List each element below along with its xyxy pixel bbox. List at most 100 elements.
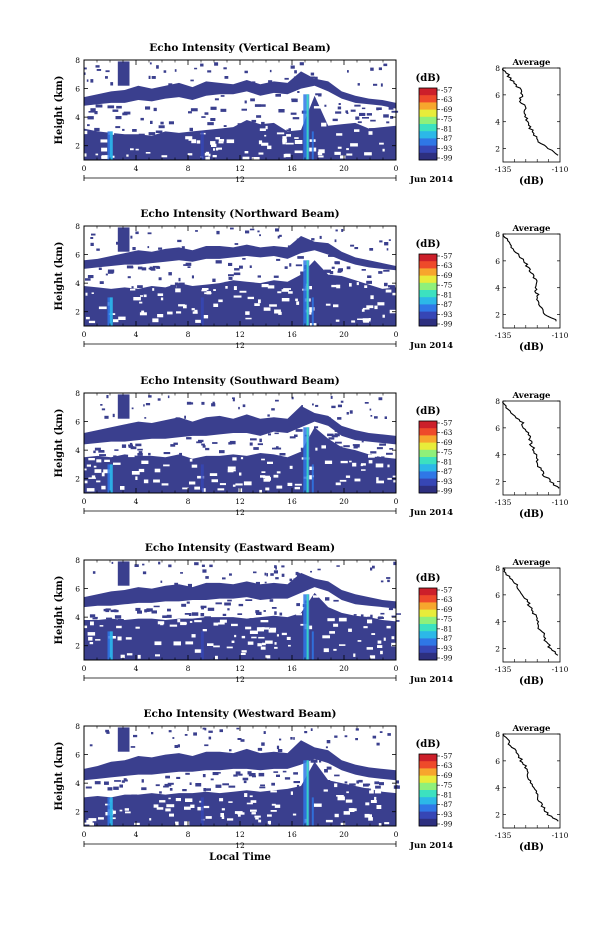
colorbar-segment	[419, 297, 437, 305]
average-y-tick-label: 4	[495, 618, 500, 627]
echo-block	[117, 227, 130, 252]
speckle-texture	[84, 61, 399, 161]
colorbar-segment	[419, 768, 437, 776]
x-tick-label: 16	[287, 497, 297, 506]
average-x-tick-label: -110	[552, 331, 569, 340]
rain-streak	[200, 797, 204, 826]
rain-streak	[306, 260, 309, 326]
x-tick-label: 12	[235, 830, 245, 839]
x-tick-label: 4	[134, 330, 139, 339]
average-x-tick-label: -110	[552, 665, 569, 674]
date-center-label: 12	[235, 508, 245, 517]
rain-streak	[109, 631, 113, 660]
colorbar-segment	[419, 485, 437, 494]
colorbar-segment	[419, 609, 437, 618]
rain-streak	[200, 631, 204, 660]
colorbar-tick-label: -69	[441, 106, 452, 114]
average-x-tick-label: -135	[495, 498, 512, 507]
colorbar-segment	[419, 268, 437, 276]
echo-layer-lower	[84, 427, 396, 493]
panel-title: Echo Intensity (Vertical Beam)	[149, 42, 330, 54]
y-tick-label: 4	[75, 279, 80, 288]
colorbar-segment	[419, 464, 437, 472]
x-tick-label: 0	[82, 330, 87, 339]
panel-3: Echo Intensity (Eastward Beam) Height (km…	[54, 542, 569, 687]
y-tick-label: 8	[75, 389, 80, 398]
x-tick-label: 16	[287, 330, 297, 339]
rain-streak	[109, 797, 113, 826]
colorbar-segment	[419, 645, 437, 654]
y-tick-label: 6	[75, 585, 80, 594]
colorbar-segment	[419, 421, 437, 429]
x-tick-label: 0	[394, 664, 399, 673]
x-tick-label: 0	[394, 330, 399, 339]
panel-1: Echo Intensity (Northward Beam) Height (k…	[54, 208, 569, 353]
average-y-tick-label: 2	[495, 145, 500, 154]
average-x-tick-label: -110	[552, 165, 569, 174]
y-tick-label: 2	[75, 475, 80, 484]
colorbar-tick-label: -63	[441, 762, 452, 770]
colorbar-frame	[418, 587, 438, 661]
y-axis-label: Height (km)	[54, 409, 65, 478]
date-center-label: 12	[235, 675, 245, 684]
x-tick-label: 20	[339, 664, 349, 673]
average-frame	[502, 233, 561, 329]
rain-streak	[303, 594, 310, 660]
x-tick-label: 12	[235, 330, 245, 339]
colorbar-tick-label: -99	[441, 821, 452, 829]
x-tick-label: 0	[82, 497, 87, 506]
average-title: Average	[512, 224, 552, 234]
x-tick-label: 0	[394, 164, 399, 173]
average-y-tick-label: 6	[495, 591, 500, 600]
echo-layer-upper	[84, 405, 396, 445]
date-label: Jun 2014	[409, 508, 453, 518]
average-x-tick-label: -110	[552, 831, 569, 840]
average-y-tick-label: 2	[495, 478, 500, 487]
colorbar-segment	[419, 435, 437, 443]
colorbar-tick-label: -75	[441, 282, 452, 290]
echo-block	[117, 394, 130, 419]
y-tick-label: 6	[75, 85, 80, 94]
colorbar-tick-label: -81	[441, 125, 452, 133]
colorbar-segment	[419, 428, 437, 436]
y-tick-label: 8	[75, 722, 80, 731]
colorbar-frame	[418, 420, 438, 494]
rain-streak	[200, 464, 204, 493]
rain-streak	[311, 631, 314, 660]
colorbar-tick-label: -75	[441, 116, 452, 124]
panel-title: Echo Intensity (Eastward Beam)	[145, 542, 335, 554]
y-axis-label: Height (km)	[54, 742, 65, 811]
colorbar-unit: (dB)	[416, 573, 441, 584]
colorbar-tick-label: -93	[441, 811, 452, 819]
colorbar-segment	[419, 602, 437, 610]
colorbar-segment	[419, 254, 437, 262]
colorbar-segment	[419, 95, 437, 103]
speckle-texture	[84, 394, 399, 493]
average-y-tick-label: 2	[495, 811, 500, 820]
average-y-tick-label: 6	[495, 257, 500, 266]
date-label: Jun 2014	[409, 841, 453, 851]
echo-layer-lower	[84, 761, 396, 826]
colorbar-tick-label: -87	[441, 135, 452, 143]
x-tick-label: 4	[134, 830, 139, 839]
x-tick-label: 12	[235, 164, 245, 173]
date-label: Jun 2014	[409, 675, 453, 685]
colorbar-segment	[419, 282, 437, 291]
panel-title: Echo Intensity (Northward Beam)	[140, 208, 339, 220]
colorbar-tick-label: -99	[441, 321, 452, 329]
average-frame	[502, 400, 561, 496]
average-y-tick-label: 6	[495, 757, 500, 766]
y-tick-label: 2	[75, 808, 80, 817]
colorbar-segment	[419, 152, 437, 161]
echo-layer-lower	[84, 592, 396, 660]
echo-layer-lower	[84, 260, 396, 326]
colorbar-frame	[418, 753, 438, 827]
colorbar-unit: (dB)	[416, 739, 441, 750]
rain-streak	[303, 94, 310, 160]
colorbar-segment	[419, 442, 437, 451]
colorbar-segment	[419, 138, 437, 146]
y-tick-label: 4	[75, 779, 80, 788]
panel-2: Echo Intensity (Southward Beam) Height (k…	[54, 375, 569, 520]
colorbar-segment	[419, 761, 437, 769]
y-tick-label: 2	[75, 308, 80, 317]
